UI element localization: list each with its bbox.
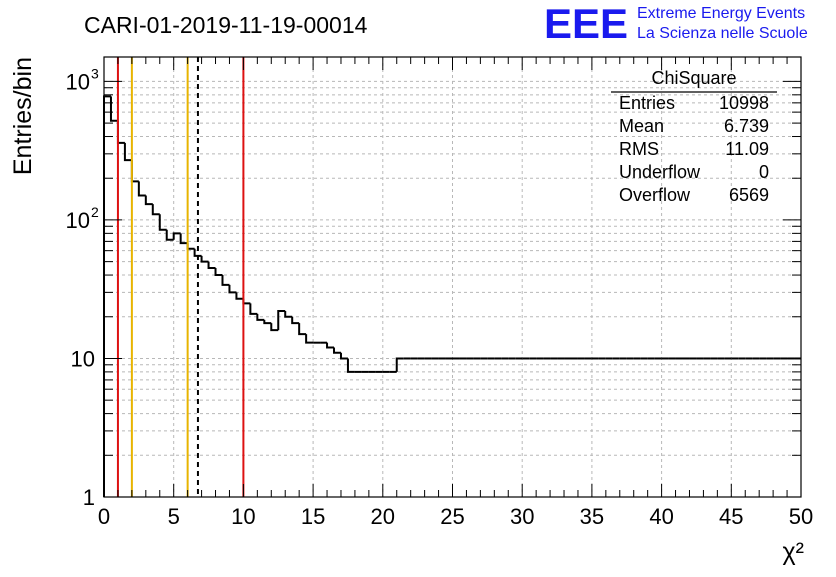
- histogram-bin: [235, 292, 244, 300]
- histogram-bin: [151, 204, 160, 216]
- x-tick-label: 35: [580, 504, 604, 529]
- histogram-bin: [207, 261, 216, 269]
- histogram-bin: [179, 233, 188, 245]
- y-tick-label: 1: [83, 485, 95, 510]
- histogram-bin: [193, 248, 202, 257]
- x-tick-label: 20: [371, 504, 395, 529]
- reference-lines-layer: [116, 57, 245, 497]
- x-tick-label: 5: [168, 504, 180, 529]
- histogram-bin: [305, 334, 314, 344]
- stats-value-underflow: 0: [759, 162, 769, 182]
- histogram-bin: [256, 313, 265, 321]
- stats-box: ChiSquare Entries 10998 Mean 6.739 RMS 1…: [611, 68, 777, 205]
- y-tick-label: 10 2: [66, 204, 99, 233]
- logo-line-2: La Scienza nelle Scuole: [637, 25, 808, 42]
- logo-mark: EEE: [544, 0, 628, 47]
- histogram-bin: [333, 347, 341, 354]
- histogram-bin: [291, 316, 300, 325]
- histogram-bin: [270, 323, 279, 332]
- stats-title: ChiSquare: [651, 68, 736, 88]
- x-tick-label: 10: [231, 504, 255, 529]
- histogram-bin: [172, 232, 181, 240]
- histogram-bin: [298, 323, 307, 336]
- histogram-bin: [277, 310, 286, 331]
- y-tick-label-base: 10: [66, 208, 90, 233]
- y-tick-label: 10: [71, 346, 95, 371]
- y-tick-label-base: 1: [83, 485, 95, 510]
- y-tick-label-exponent: 2: [91, 204, 99, 220]
- histogram-bin: [123, 142, 132, 162]
- stats-value-rms: 11.09: [725, 139, 769, 159]
- histogram-bin: [284, 311, 293, 318]
- grid-layer: [104, 57, 801, 497]
- histogram-bin: [109, 96, 118, 122]
- stats-value-overflow: 6569: [729, 185, 769, 205]
- stats-label-rms: RMS: [619, 139, 659, 159]
- histogram-bin: [165, 229, 174, 241]
- histogram-bin: [339, 352, 348, 360]
- stats-label-underflow: Underflow: [619, 162, 701, 182]
- x-tick-label: 0: [98, 504, 110, 529]
- x-tick-label: 25: [440, 504, 464, 529]
- histogram-bin: [263, 319, 272, 325]
- histogram-bin: [103, 95, 111, 497]
- y-tick-label: 10 3: [66, 65, 99, 94]
- histogram-bin: [228, 284, 237, 294]
- x-tick-label: 50: [789, 504, 813, 529]
- histogram-bin: [137, 181, 146, 197]
- histogram-bin: [326, 342, 335, 349]
- histogram-bin: [249, 303, 258, 315]
- histogram-bin: [395, 357, 404, 372]
- x-tick-label: 30: [510, 504, 534, 529]
- stats-label-mean: Mean: [619, 116, 664, 136]
- histogram-bin: [346, 358, 355, 373]
- x-axis-label: χ²: [783, 538, 804, 566]
- y-tick-label-exponent: 3: [91, 65, 99, 81]
- y-tick-label-base: 10: [66, 69, 90, 94]
- x-tick-label: 45: [719, 504, 743, 529]
- histogram-bin: [186, 243, 195, 250]
- histogram-bin: [200, 255, 209, 263]
- histogram-bin: [144, 195, 153, 206]
- y-tick-label-base: 10: [71, 346, 95, 371]
- histogram-bin: [214, 267, 223, 277]
- x-tick-label: 40: [649, 504, 673, 529]
- histogram-bin: [242, 298, 251, 305]
- x-tick-label: 15: [301, 504, 325, 529]
- stats-value-entries: 10998: [719, 93, 769, 113]
- stats-label-overflow: Overflow: [619, 185, 691, 205]
- y-axis-label: Entries/bin: [9, 57, 37, 175]
- histogram-bin: [116, 120, 125, 144]
- stats-label-entries: Entries: [619, 93, 675, 113]
- logo: EEE Extreme Energy Events La Scienza nel…: [544, 0, 808, 47]
- histogram-bin: [221, 275, 230, 286]
- logo-line-1: Extreme Energy Events: [637, 5, 805, 22]
- histogram-bin: [158, 214, 167, 231]
- chart-title: CARI-01-2019-11-19-00014: [84, 12, 368, 38]
- stats-value-mean: 6.739: [724, 116, 769, 136]
